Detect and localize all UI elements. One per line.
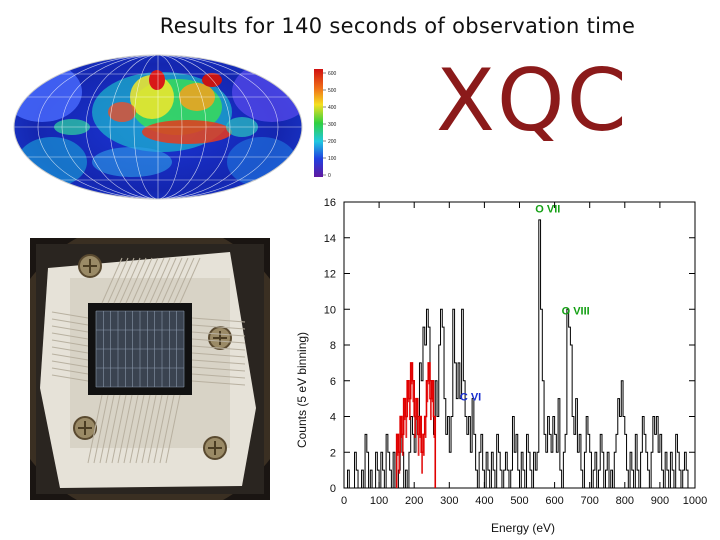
microcalorimeter-array-photo [30,238,270,500]
x-tick-label: 200 [405,495,423,507]
y-tick-label: 12 [324,269,336,281]
spectrum-chart: 0 100 200 300 400 500 600 700 800 900 1000 0 2 4 6 8 10… [295,197,707,535]
x-tick-label: 600 [545,495,563,507]
all-sky-map-image [13,54,303,200]
colorbar-tick-label: 400 [328,105,337,111]
red-bin [403,398,406,421]
line-annotation: C VI [460,391,481,403]
xqc-logo: XQC [436,51,629,151]
red-bin [407,380,409,403]
colorbar-tick-label: 200 [328,139,337,145]
red-bin [433,416,436,438]
line-annotation: O VIII [562,306,590,318]
red-bin [422,434,425,456]
red-bin [429,398,432,421]
line-annotation: O VII [535,204,560,216]
red-bin [410,362,413,385]
y-tick-label: 2 [330,447,336,459]
y-axis-label: Counts (5 eV binning) [295,332,309,448]
y-tick-label: 0 [330,483,336,495]
colorbar-tick-label: 0 [328,173,331,179]
y-tick-label: 10 [324,304,336,316]
x-axis-label: Energy (eV) [491,521,555,535]
slide-title: Results for 140 seconds of observation t… [159,14,636,38]
y-tick-label: 4 [330,412,336,424]
colorbar-tick-label: 300 [328,122,337,128]
red-bin [401,434,404,456]
red-bin [415,398,418,421]
y-tick-label: 14 [324,233,336,245]
series-step-line [344,219,690,489]
y-tick-label: 6 [330,376,336,388]
x-tick-label: 500 [510,495,528,507]
red-bin [424,416,427,438]
x-tick-label: 1000 [683,495,707,507]
y-tick-label: 8 [330,340,336,352]
red-bin [417,434,420,456]
red-bin [400,416,402,438]
y-tick-label: 16 [324,197,336,209]
red-bin [408,398,411,421]
red-bin [396,434,399,456]
x-tick-label: 800 [616,495,634,507]
red-bin [426,380,429,403]
x-tick-label: 700 [581,495,599,507]
red-bin [412,380,415,403]
red-bin [419,416,422,438]
red-bin [428,362,430,385]
red-bin [414,416,416,438]
red-bin [398,452,401,474]
sky-map-colorbar: 600 500 400 300 200 100 0 [314,69,337,179]
colorbar-tick-label: 500 [328,88,337,94]
x-tick-label: 0 [341,495,347,507]
x-tick-label: 300 [440,495,458,507]
colorbar-tick-label: 100 [328,156,337,162]
x-tick-label: 400 [475,495,493,507]
red-bin [431,380,434,403]
colorbar-tick-label: 600 [328,71,337,77]
x-tick-label: 900 [651,495,669,507]
x-tick-label: 100 [370,495,388,507]
red-bin [421,452,423,474]
red-bin [405,416,408,438]
